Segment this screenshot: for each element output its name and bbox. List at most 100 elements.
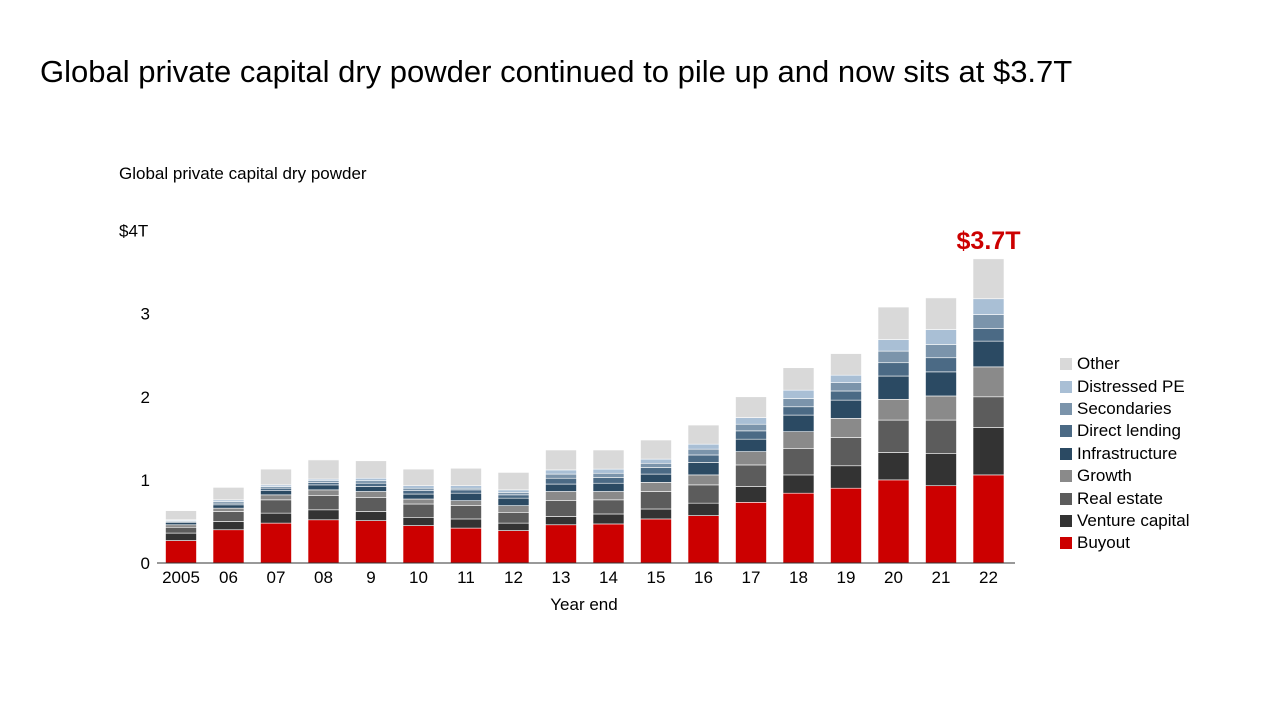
bar-segment-real-estate <box>212 511 245 522</box>
bar-segment-infrastructure <box>307 484 340 491</box>
bar-segment-growth <box>830 418 862 438</box>
bar-segment-distressed-pe <box>830 374 862 383</box>
bar-segment-buyout <box>212 529 245 564</box>
bar-segment-buyout <box>260 522 292 564</box>
legend-label: Real estate <box>1077 488 1163 508</box>
bar-segment-direct-lending <box>877 362 910 377</box>
bar-segment-other <box>260 468 292 486</box>
bar-segment-other <box>355 460 387 479</box>
bar-segment-buyout <box>877 479 910 564</box>
x-tick-label: 15 <box>647 568 666 587</box>
bar-segment-real-estate <box>830 437 862 467</box>
bar-segment-infrastructure <box>165 521 197 526</box>
bar-segment-other <box>925 297 957 330</box>
x-tick-label: 16 <box>694 568 713 587</box>
bar-segment-buyout <box>402 525 435 564</box>
legend-label: Infrastructure <box>1077 443 1178 463</box>
bar-segment-distressed-pe <box>545 469 577 475</box>
bar-segment-other <box>307 459 340 480</box>
legend-swatch <box>1060 402 1072 415</box>
bar-segment-venture-capital <box>782 474 815 494</box>
bar-segment-direct-lending <box>925 357 957 373</box>
bar-segment-distressed-pe <box>355 477 387 482</box>
bar-segment-buyout <box>972 474 1005 564</box>
bar-segment-other <box>972 258 1005 300</box>
legend-item: Secondaries <box>1060 398 1189 420</box>
bar-stacks <box>165 258 1005 564</box>
bar-segment-venture-capital <box>830 465 862 489</box>
bar-segment-venture-capital <box>307 509 340 521</box>
bar-segment-other <box>450 467 482 487</box>
legend-item: Direct lending <box>1060 420 1189 442</box>
bar-segment-other <box>640 439 672 460</box>
x-tick-label: 17 <box>742 568 761 587</box>
bar-segment-infrastructure <box>735 438 767 452</box>
bar-segment-other <box>165 510 197 521</box>
bar-segment-secondaries <box>640 462 672 468</box>
bar-segment-real-estate <box>782 448 815 476</box>
bar-segment-direct-lending <box>735 430 767 440</box>
bar-segment-direct-lending <box>307 482 340 486</box>
bar-segment-secondaries <box>735 423 767 432</box>
bar-segment-buyout <box>307 519 340 564</box>
bar-segment-distressed-pe <box>687 443 720 450</box>
x-tick-label: 19 <box>837 568 856 587</box>
bar-segment-growth <box>640 482 672 492</box>
bar-segment-venture-capital <box>592 513 625 525</box>
bar-segment-real-estate <box>260 499 292 514</box>
bar-segment-distressed-pe <box>497 489 530 493</box>
bar-segment-buyout <box>735 502 767 564</box>
bar-segment-distressed-pe <box>592 468 625 474</box>
bar-segment-growth <box>450 500 482 506</box>
legend-item: Venture capital <box>1060 510 1189 532</box>
x-tick-label: 12 <box>504 568 523 587</box>
bar-segment-venture-capital <box>497 522 530 531</box>
bar-segment-distressed-pe <box>925 329 957 345</box>
bar-segment-growth <box>402 498 435 505</box>
bar-segment-growth <box>877 398 910 421</box>
bar-segment-buyout <box>782 492 815 564</box>
bar-segment-secondaries <box>402 487 435 492</box>
bar-segment-growth <box>497 505 530 513</box>
bar-segment-venture-capital <box>925 453 957 487</box>
y-tick-label: 1 <box>141 471 150 490</box>
bar-segment-growth <box>212 507 245 512</box>
bar-segment-real-estate <box>307 495 340 511</box>
x-tick-label: 20 <box>884 568 903 587</box>
bar-segment-direct-lending <box>592 477 625 484</box>
bar-segment-real-estate <box>165 526 197 534</box>
bar-segment-growth <box>782 431 815 449</box>
x-tick-label: 9 <box>366 568 375 587</box>
legend-item: Real estate <box>1060 487 1189 509</box>
bar-segment-secondaries <box>687 448 720 456</box>
bar-segment-venture-capital <box>877 452 910 481</box>
legend-label: Distressed PE <box>1077 376 1185 396</box>
bar-segment-venture-capital <box>165 532 197 541</box>
legend-item: Distressed PE <box>1060 375 1189 397</box>
bar-segment-other <box>877 306 910 340</box>
bar-segment-growth <box>972 366 1005 398</box>
bar-segment-secondaries <box>782 398 815 408</box>
bar-segment-infrastructure <box>925 371 957 397</box>
bar-segment-direct-lending <box>640 467 672 475</box>
bar-segment-secondaries <box>355 480 387 484</box>
bar-segment-infrastructure <box>212 504 245 509</box>
bar-segment-growth <box>260 494 292 501</box>
bar-segment-distressed-pe <box>972 298 1005 315</box>
bar-segment-direct-lending <box>545 477 577 485</box>
bar-segment-growth <box>165 524 197 528</box>
bar-segment-real-estate <box>592 499 625 515</box>
x-axis-tick-labels: 2005 06 07 08 9 10 11 12 13 14 15 16 17 18 19 20 21 22 <box>162 568 998 587</box>
bar-segment-buyout <box>497 530 530 564</box>
bar-segment-direct-lending <box>355 482 387 487</box>
bar-segment-buyout <box>450 527 482 564</box>
bar-segment-distressed-pe <box>402 485 435 489</box>
bar-segment-growth <box>307 489 340 496</box>
bar-segment-buyout <box>830 487 862 564</box>
bar-segment-infrastructure <box>640 473 672 483</box>
bar-segment-buyout <box>545 524 577 564</box>
bar-segment-real-estate <box>355 497 387 512</box>
bar-segment-venture-capital <box>972 427 1005 476</box>
x-axis-label: Year end <box>550 595 617 614</box>
bar-segment-venture-capital <box>735 486 767 503</box>
